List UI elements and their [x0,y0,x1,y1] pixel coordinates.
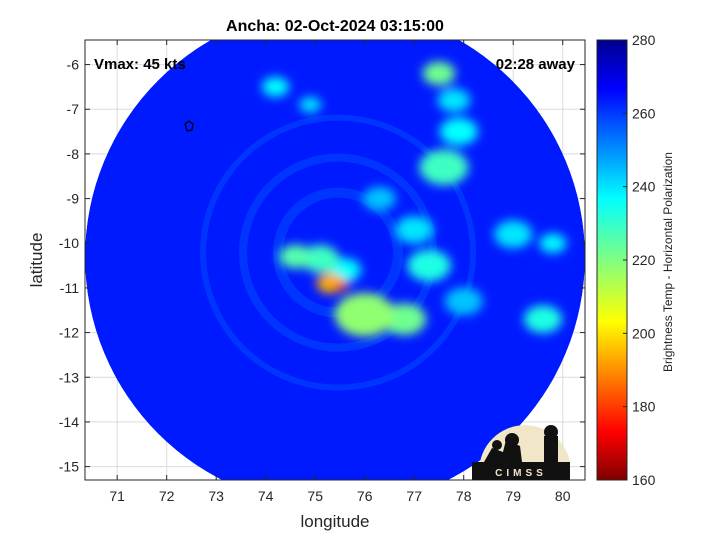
colorbar-tick-label: 200 [632,325,656,341]
convection-cell [523,305,562,334]
x-tick-label: 79 [505,488,521,504]
time-away-label: 02:28 away [496,56,576,73]
vmax-label: Vmax: 45 kts [94,56,186,73]
convection-cell [363,186,396,211]
y-tick-label: -9 [67,191,80,207]
x-tick-label: 75 [307,488,323,504]
convection-cell [407,249,451,282]
x-tick-label: 78 [456,488,472,504]
y-tick-label: -15 [59,459,79,475]
plot-frame [84,39,586,481]
convection-cell [335,280,349,291]
colorbar-tick-label: 180 [632,399,656,415]
y-axis-label: latitude [27,233,46,288]
convection-cell [301,245,340,273]
x-tick-label: 77 [406,488,422,504]
y-tick-label: -10 [59,235,79,251]
colorbar-label: Brightness Temp - Horizontal Polarizatio… [661,152,675,372]
y-tick-label: -7 [67,101,80,117]
convection-cell [316,273,344,294]
convection-cell [422,61,456,86]
x-axis-label: longitude [300,512,369,531]
convection-cell [299,96,322,113]
rain-band [200,114,477,391]
y-tick-label: -12 [59,325,79,341]
colorbar-tick-label: 220 [632,252,656,268]
cimss-logo: CIMSS [472,425,570,480]
x-tick-label: 72 [159,488,175,504]
x-tick-label: 71 [109,488,125,504]
convection-cell [439,117,478,146]
convection-cell [419,149,469,186]
x-tick-label: 76 [357,488,373,504]
island-outline [184,120,194,132]
colorbar-tick-label: 260 [632,105,656,121]
y-tick-label: -11 [60,280,79,296]
y-tick-label: -14 [59,414,79,430]
convection-features [261,61,567,337]
x-tick-label: 73 [208,488,224,504]
convection-cell [395,215,434,244]
chart-title: Ancha: 02-Oct-2024 03:15:00 [226,18,444,35]
convection-cell [444,287,483,316]
x-tick-label: 80 [555,488,571,504]
convection-cell [279,244,312,269]
convection-cell [539,233,567,254]
y-tick-label: -8 [67,146,80,162]
y-tick-label: -6 [67,57,80,73]
logo-text: CIMSS [495,468,547,479]
y-tick-label: -13 [59,369,79,385]
colorbar-tick-label: 240 [632,179,656,195]
convection-cell [334,292,395,337]
colorbar-ticks: 160 180 200 220 240 260 280 [623,32,656,488]
convection-cell [494,220,533,249]
convection-cell [437,88,471,113]
axis-ticks: 71 72 73 74 75 76 77 78 79 80 -6 -7 -8 -9 -10 -11 -12 -13… [59,40,585,504]
colorbar [596,39,628,481]
colorbar-tick-label: 280 [632,32,656,48]
x-tick-label: 74 [258,488,274,504]
colorbar-tick-label: 160 [632,472,656,488]
convection-cell [261,77,290,97]
